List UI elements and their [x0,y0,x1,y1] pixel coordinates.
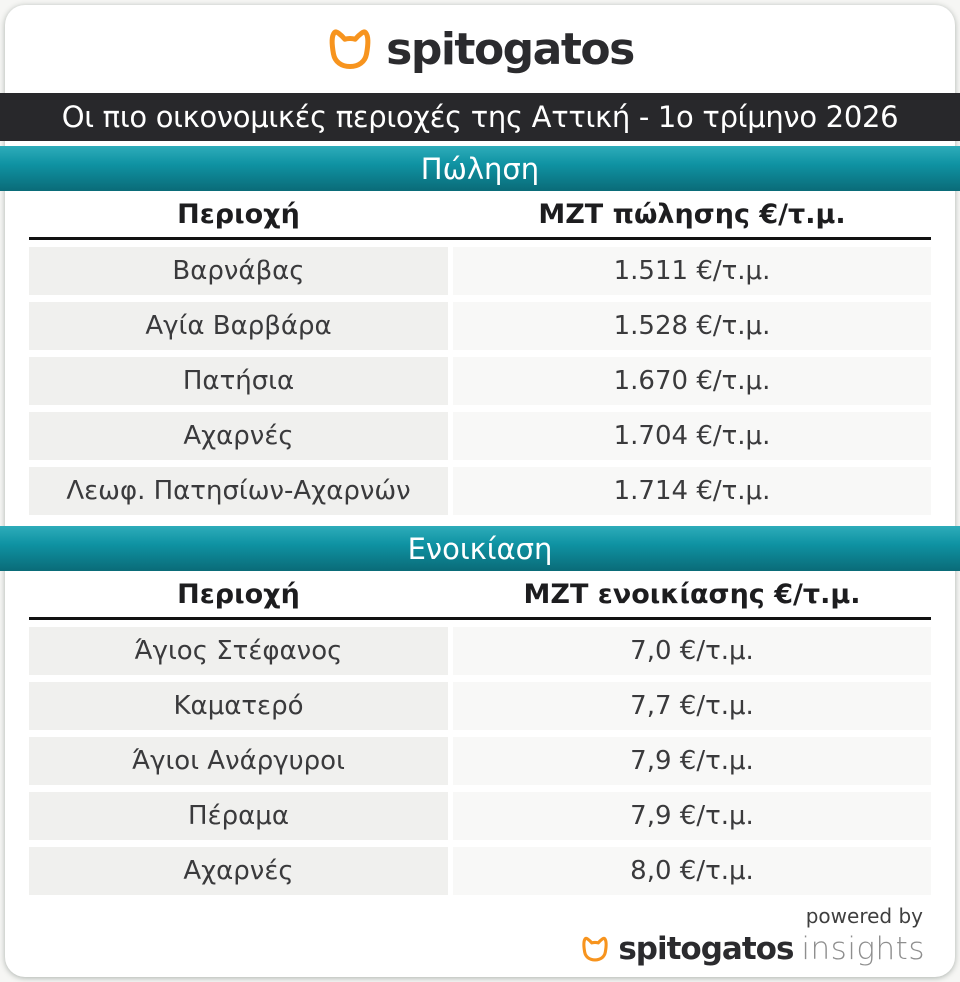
section-band-sale-label: Πώληση [420,151,540,186]
area-cell: Βαρνάβας [29,247,448,295]
table-row: Λεωφ. Πατησίων-Αχαρνών 1.714 €/τ.μ. [29,467,931,515]
area-cell: Αγία Βαρβάρα [29,302,448,350]
footer-insights-wordmark: insights [801,931,925,967]
table-row: Αχαρνές 8,0 €/τ.μ. [29,847,931,895]
footer-logo: spitogatos insights [580,931,925,967]
table-row: Αχαρνές 1.704 €/τ.μ. [29,412,931,460]
cat-head-outline-icon [326,27,374,71]
page-title: Οι πιο οικονομικές περιοχές της Αττική -… [61,100,899,134]
header-logo: spitogatos [5,5,955,93]
table-row: Πέραμα 7,9 €/τ.μ. [29,792,931,840]
rent-col-value-header: ΜΖΤ ενοικίασης €/τ.μ. [523,578,861,610]
sale-col-area-header: Περιοχή [177,198,300,230]
value-cell: 1.714 €/τ.μ. [453,467,931,515]
area-cell: Αχαρνές [29,847,448,895]
area-cell: Άγιοι Ανάργυροι [29,737,448,785]
table-row: Βαρνάβας 1.511 €/τ.μ. [29,247,931,295]
powered-by-label: powered by [805,904,923,928]
value-cell: 1.704 €/τ.μ. [453,412,931,460]
area-cell: Πέραμα [29,792,448,840]
area-cell: Πατήσια [29,357,448,405]
rent-table-header: Περιοχή ΜΖΤ ενοικίασης €/τ.μ. [29,571,931,620]
value-cell: 8,0 €/τ.μ. [453,847,931,895]
value-cell: 7,9 €/τ.μ. [453,792,931,840]
value-cell: 1.528 €/τ.μ. [453,302,931,350]
value-cell: 7,7 €/τ.μ. [453,682,931,730]
area-cell: Καματερό [29,682,448,730]
value-cell: 7,9 €/τ.μ. [453,737,931,785]
value-cell: 1.511 €/τ.μ. [453,247,931,295]
table-row: Πατήσια 1.670 €/τ.μ. [29,357,931,405]
sale-col-value-header: ΜΖΤ πώλησης €/τ.μ. [538,198,846,230]
value-cell: 1.670 €/τ.μ. [453,357,931,405]
table-row: Άγιοι Ανάργυροι 7,9 €/τ.μ. [29,737,931,785]
area-cell: Λεωφ. Πατησίων-Αχαρνών [29,467,448,515]
brand-wordmark: spitogatos [386,23,635,75]
sale-table: Περιοχή ΜΖΤ πώλησης €/τ.μ. Βαρνάβας 1.511… [5,191,955,515]
rent-table: Περιοχή ΜΖΤ ενοικίασης €/τ.μ. Άγιος Στέφ… [5,571,955,895]
section-band-rent: Ενοικίαση [0,526,960,571]
value-cell: 7,0 €/τ.μ. [453,627,931,675]
footer: powered by spitogatos insights [580,904,925,967]
section-band-rent-label: Ενοικίαση [407,531,553,566]
cat-head-outline-icon [580,935,610,963]
footer-brand-wordmark: spitogatos [618,931,794,967]
rent-table-body: Άγιος Στέφανος 7,0 €/τ.μ. Καματερό 7,7 €/τ.… [29,627,931,895]
sale-table-body: Βαρνάβας 1.511 €/τ.μ. Αγία Βαρβάρα 1.528 €/… [29,247,931,515]
infographic-card: spitogatos Οι πιο οικονομικές περιοχές τ… [0,5,960,977]
area-cell: Άγιος Στέφανος [29,627,448,675]
area-cell: Αχαρνές [29,412,448,460]
sale-table-header: Περιοχή ΜΖΤ πώλησης €/τ.μ. [29,191,931,240]
table-row: Καματερό 7,7 €/τ.μ. [29,682,931,730]
table-row: Άγιος Στέφανος 7,0 €/τ.μ. [29,627,931,675]
table-row: Αγία Βαρβάρα 1.528 €/τ.μ. [29,302,931,350]
section-band-sale: Πώληση [0,146,960,191]
title-bar: Οι πιο οικονομικές περιοχές της Αττική -… [0,93,960,141]
rent-col-area-header: Περιοχή [177,578,300,610]
